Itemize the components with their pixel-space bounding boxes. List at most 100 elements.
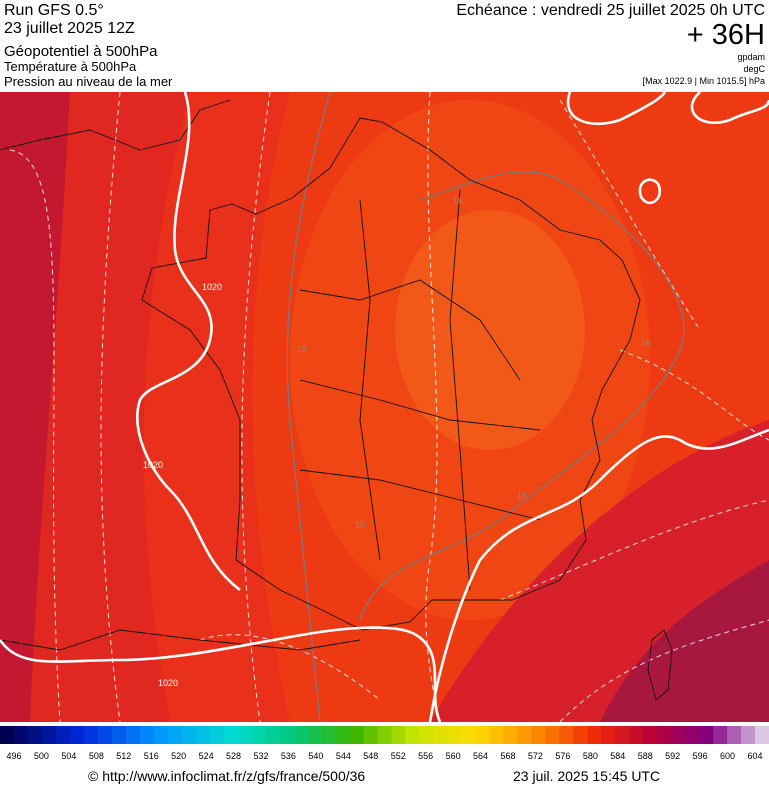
- temperature-zone: [143, 92, 290, 722]
- color-swatch: [237, 726, 253, 744]
- color-swatch: [83, 726, 99, 744]
- parameter: Géopotentiel à 500hPa: [4, 43, 158, 60]
- color-swatch: [685, 726, 700, 744]
- color-swatch: [125, 726, 141, 744]
- isotherm-label: 16: [641, 338, 651, 348]
- color-swatch: [69, 726, 85, 744]
- pressure-range: [Max 1022.9 | Min 1015.5] hPa: [643, 76, 765, 86]
- scale-label: 512: [116, 751, 131, 761]
- scale-label: 596: [693, 751, 708, 761]
- scale-label: 580: [583, 751, 598, 761]
- forecast-offset: + 36H: [687, 19, 765, 51]
- run-date: 23 juillet 2025 12Z: [4, 20, 135, 37]
- color-swatch: [405, 726, 420, 744]
- color-swatch: [265, 726, 281, 744]
- scale-label: 600: [720, 751, 735, 761]
- color-swatch: [391, 726, 406, 744]
- color-swatch: [153, 726, 169, 744]
- color-scale: 496 500 504 508 512 516 520 524 528 532 536 540 544 5…: [0, 726, 769, 761]
- color-swatch: [251, 726, 267, 744]
- color-swatch: [503, 726, 518, 744]
- scale-label: 496: [6, 751, 21, 761]
- scale-label: 548: [363, 751, 378, 761]
- source-url: © http://www.infoclimat.fr/z/gfs/france/…: [88, 768, 365, 784]
- scale-label: 540: [308, 751, 323, 761]
- color-swatch: [699, 726, 714, 744]
- color-swatch: [559, 726, 574, 744]
- color-swatch: [13, 726, 29, 744]
- color-swatch: [475, 726, 490, 744]
- coastlines: [0, 99, 673, 701]
- scale-label: 604: [747, 751, 762, 761]
- color-swatch: [223, 726, 239, 744]
- scale-label: 572: [528, 751, 543, 761]
- forecast-time: Echéance : vendredi 25 juillet 2025 0h U…: [456, 2, 765, 19]
- color-swatch: [209, 726, 225, 744]
- scale-label: 568: [500, 751, 515, 761]
- unit: gpdam: [737, 52, 765, 62]
- color-swatch: [349, 726, 365, 744]
- color-swatch: [111, 726, 127, 744]
- scale-label: 576: [555, 751, 570, 761]
- scale-label: 588: [638, 751, 653, 761]
- color-swatch: [741, 726, 756, 744]
- isobars: [0, 92, 769, 722]
- temperature-zone: [30, 92, 190, 722]
- color-swatch: [615, 726, 630, 744]
- isotherm-label: 16: [355, 520, 365, 530]
- isotherm-label: 16: [297, 344, 307, 354]
- scale-label: 556: [418, 751, 433, 761]
- color-swatch: [181, 726, 197, 744]
- isotherms: [9, 92, 769, 722]
- color-swatch: [139, 726, 155, 744]
- temperature-zone: [395, 210, 585, 450]
- timestamp: 23 juil. 2025 15:45 UTC: [513, 768, 660, 784]
- color-swatch: [601, 726, 616, 744]
- color-swatch: [531, 726, 546, 744]
- parameter: Température à 500hPa: [4, 59, 137, 74]
- color-swatch: [335, 726, 351, 744]
- geopotential: [286, 92, 685, 722]
- color-swatch: [447, 726, 462, 744]
- map: [0, 92, 769, 722]
- scale-label: 516: [144, 751, 159, 761]
- isobar-label: 1020: [202, 282, 222, 292]
- color-swatch: [41, 726, 57, 744]
- scale-label: 552: [391, 751, 406, 761]
- scale-label: 524: [199, 751, 214, 761]
- temperature-zone: [600, 560, 769, 722]
- color-swatch: [517, 726, 532, 744]
- scale-label: 560: [446, 751, 461, 761]
- color-swatch: [419, 726, 434, 744]
- color-swatch: [377, 726, 392, 744]
- color-swatch: [461, 726, 476, 744]
- color-swatch: [363, 726, 379, 744]
- scale-label: 536: [281, 751, 296, 761]
- color-swatch: [433, 726, 448, 744]
- isotherm-label: 16: [517, 490, 527, 500]
- scale-label: 500: [34, 751, 49, 761]
- scale-label: 528: [226, 751, 241, 761]
- scale-label: 544: [336, 751, 351, 761]
- scale-label: 504: [61, 751, 76, 761]
- temperature-zone: [0, 92, 70, 722]
- color-swatch: [629, 726, 644, 744]
- run-title: Run GFS 0.5°: [4, 2, 104, 19]
- parameter: Pression au niveau de la mer: [4, 74, 173, 89]
- color-swatch: [643, 726, 658, 744]
- color-swatch: [321, 726, 337, 744]
- unit: degC: [743, 64, 765, 74]
- isobar-label: 1020: [143, 460, 163, 470]
- color-swatch: [27, 726, 43, 744]
- color-swatch: [489, 726, 504, 744]
- scale-label: 532: [253, 751, 268, 761]
- color-swatch: [545, 726, 560, 744]
- map-labels: 1020 1020 1020 16 16 16 16 16: [143, 196, 651, 688]
- isobar-label: 1020: [158, 678, 178, 688]
- color-swatch: [307, 726, 323, 744]
- color-swatch: [587, 726, 602, 744]
- color-swatch: [671, 726, 686, 744]
- color-swatch: [167, 726, 183, 744]
- color-swatch: [97, 726, 113, 744]
